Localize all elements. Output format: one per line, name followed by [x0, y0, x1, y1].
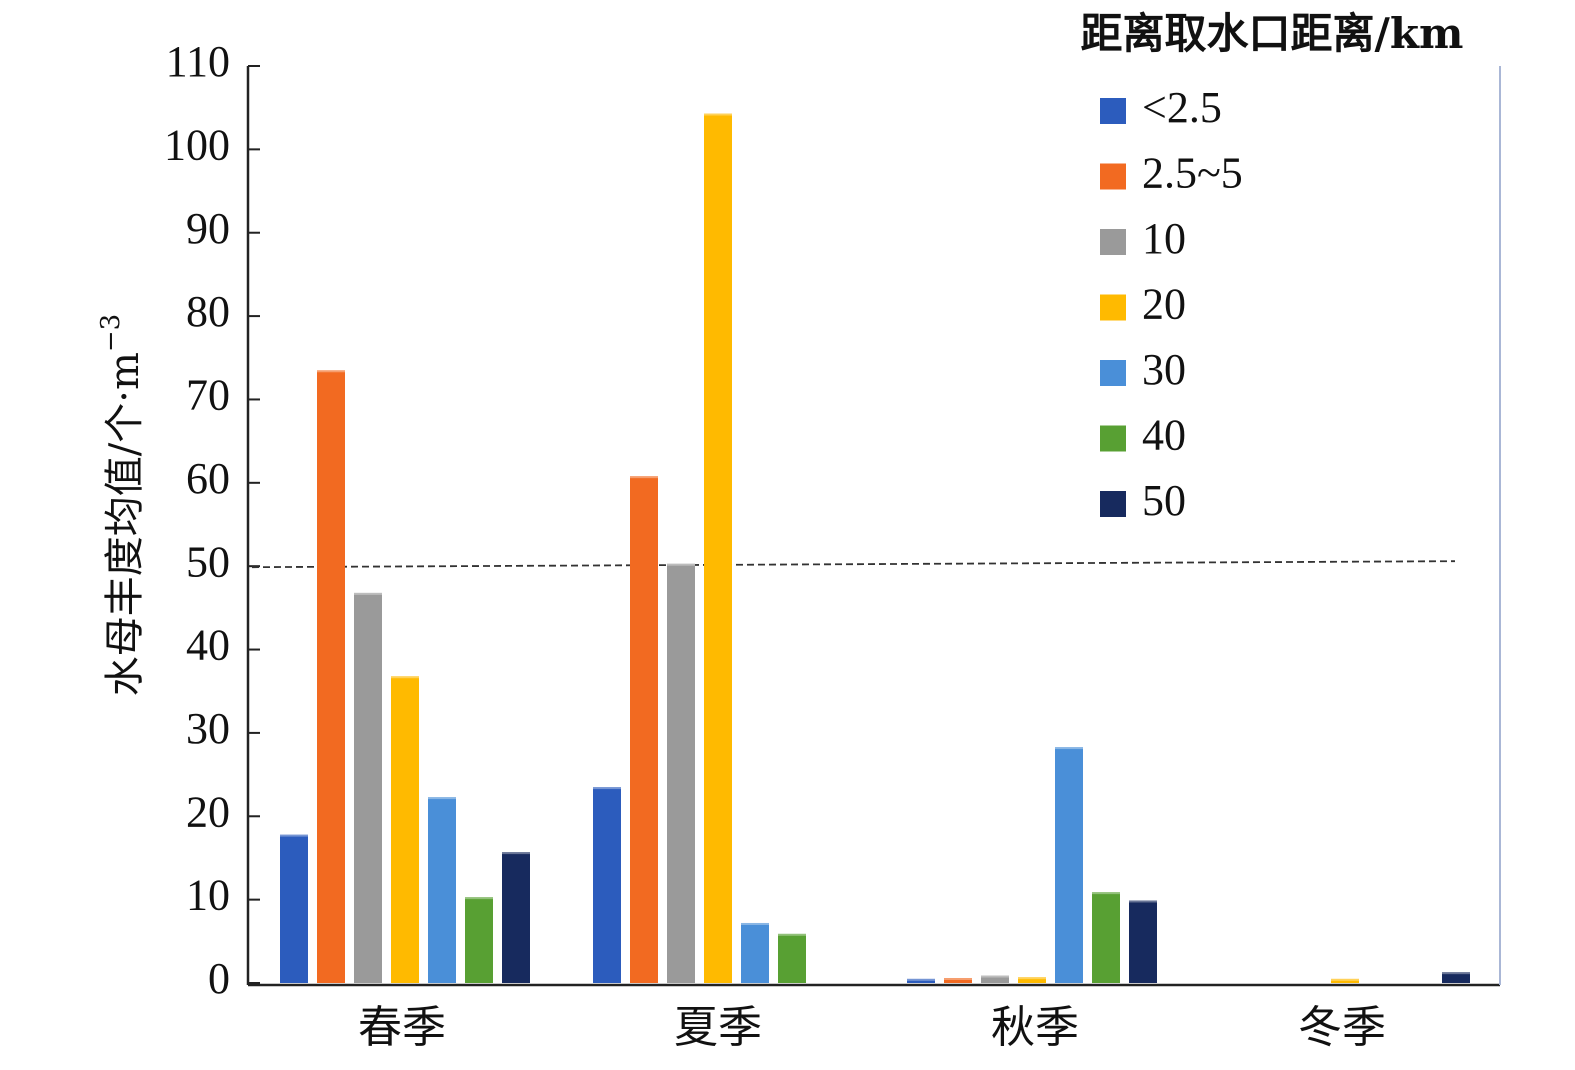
legend-swatch — [1100, 425, 1126, 452]
y-axis-label-main: 水母丰度均值/个·m — [102, 352, 148, 696]
bar-highlight — [593, 787, 621, 790]
bar — [1331, 978, 1359, 983]
legend-swatch — [1100, 491, 1126, 517]
x-category-label: 冬季 — [1298, 1002, 1386, 1053]
legend-swatch — [1100, 360, 1126, 386]
x-category-label: 秋季 — [991, 1002, 1079, 1053]
x-category-label: 春季 — [358, 1002, 446, 1053]
bar-highlight — [704, 113, 732, 116]
y-tick-label: 0 — [208, 954, 230, 1003]
bar — [1442, 972, 1470, 983]
legend-label: <2.5 — [1142, 83, 1222, 132]
legend-label: 50 — [1142, 476, 1186, 525]
bar — [465, 897, 493, 983]
y-tick-label: 110 — [166, 37, 230, 86]
bar — [593, 787, 621, 983]
bar-highlight — [502, 852, 530, 855]
bar — [502, 852, 530, 983]
svg-text:水母丰度均值/个·m−3: 水母丰度均值/个·m−3 — [96, 314, 148, 696]
bar — [1055, 747, 1083, 983]
y-tick-label: 50 — [186, 537, 230, 586]
bar-highlight — [667, 563, 695, 566]
bar — [630, 476, 658, 983]
bar-highlight — [280, 834, 308, 837]
bar — [778, 933, 806, 983]
bar — [1092, 892, 1120, 983]
bar-highlight — [465, 897, 493, 900]
bar — [391, 676, 419, 983]
bar-highlight — [317, 370, 345, 373]
bar-highlight — [630, 476, 658, 479]
bar — [280, 834, 308, 983]
y-axis-label: 水母丰度均值/个·m−3 — [96, 314, 148, 696]
bar-highlight — [354, 592, 382, 595]
legend-label: 2.5~5 — [1142, 149, 1243, 198]
y-tick-label: 20 — [186, 787, 230, 836]
x-axis-category-labels: 春季 夏季 秋季 冬季 — [358, 1002, 1386, 1053]
bar-highlight — [1129, 900, 1157, 903]
legend-swatch — [1100, 229, 1126, 255]
y-tick-label: 90 — [186, 204, 230, 253]
legend-label: 10 — [1142, 214, 1186, 263]
legend-title: 距离取水口距离/km — [1081, 9, 1464, 58]
bar-highlight — [1018, 977, 1046, 980]
bar — [907, 978, 935, 983]
bar — [317, 370, 345, 983]
legend: 距离取水口距离/km <2.5 2.5~5 10 20 30 40 50 — [1081, 9, 1464, 525]
bar-highlight — [944, 977, 972, 980]
y-axis-label-superscript: −3 — [96, 314, 126, 352]
bar-highlight — [1331, 978, 1359, 981]
legend-label: 20 — [1142, 280, 1186, 329]
y-tick-label: 10 — [186, 871, 230, 920]
reference-line — [251, 560, 1456, 569]
y-tick-label: 80 — [186, 287, 230, 336]
legend-swatch — [1100, 98, 1126, 124]
bar — [428, 797, 456, 983]
bar-highlight — [778, 933, 806, 936]
y-tick-label: 60 — [186, 454, 230, 503]
bar-highlight — [391, 676, 419, 679]
bar-highlight — [1055, 747, 1083, 750]
bar — [704, 113, 732, 983]
y-axis-ticks: 0 10 20 30 40 50 60 70 80 90 100 110 — [164, 37, 260, 1003]
y-tick-label: 40 — [186, 621, 230, 670]
x-category-label: 夏季 — [674, 1002, 762, 1053]
legend-label: 30 — [1142, 345, 1186, 394]
bar — [1129, 900, 1157, 983]
bar-highlight — [428, 797, 456, 800]
legend-label: 40 — [1142, 411, 1186, 460]
bar-highlight — [907, 978, 935, 981]
y-tick-label: 70 — [186, 371, 230, 420]
bar — [944, 977, 972, 983]
y-tick-label: 100 — [164, 120, 230, 169]
bar — [667, 563, 695, 983]
bar — [1018, 977, 1046, 983]
bar-highlight — [741, 922, 769, 925]
legend-swatch — [1100, 163, 1126, 190]
y-tick-label: 30 — [186, 704, 230, 753]
bars-group — [280, 113, 1470, 983]
bar-highlight — [1442, 972, 1470, 975]
bar — [354, 592, 382, 983]
bar — [981, 975, 1009, 983]
bar-highlight — [981, 975, 1009, 978]
reference-line-group — [251, 560, 1456, 569]
bar — [741, 922, 769, 983]
bar-highlight — [1092, 892, 1120, 895]
plot-frame — [246, 66, 1501, 987]
legend-items: <2.5 2.5~5 10 20 30 40 50 — [1100, 83, 1243, 525]
legend-swatch — [1100, 294, 1126, 321]
